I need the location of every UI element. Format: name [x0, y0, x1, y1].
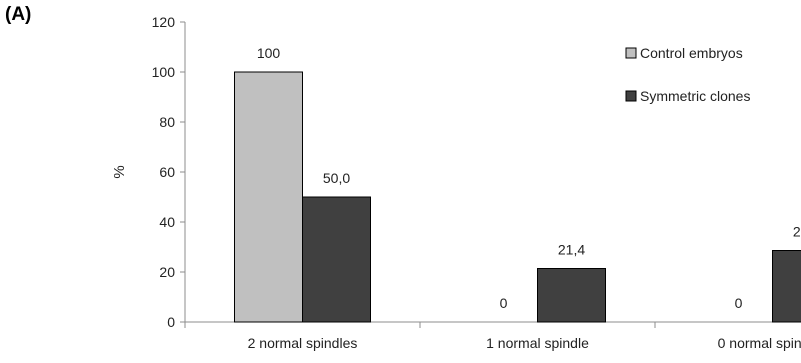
- legend-swatch-control: [625, 47, 637, 59]
- bar-symmetric-2: [772, 250, 801, 323]
- data-label-symmetric-2: 28,6: [793, 224, 801, 240]
- y-tick-label: 120: [152, 14, 176, 30]
- y-tick-label: 20: [159, 264, 175, 280]
- y-axis-title: %: [111, 165, 128, 178]
- y-tick-label: 60: [159, 164, 175, 180]
- data-label-control-1: 0: [500, 295, 508, 311]
- data-label-symmetric-1: 21,4: [558, 242, 585, 258]
- legend-label-symmetric: Symmetric clones: [640, 88, 750, 104]
- data-label-symmetric-0: 50,0: [323, 170, 350, 186]
- bar-control-0: [234, 71, 303, 323]
- legend-swatch-symmetric: [625, 90, 637, 102]
- y-tick-label: 0: [167, 314, 175, 330]
- data-label-control-2: 0: [735, 295, 743, 311]
- panel-label: (A): [5, 4, 32, 25]
- legend-label-control: Control embryos: [640, 45, 743, 61]
- x-category-label: 1 normal spindle: [486, 335, 589, 351]
- y-tick-label: 40: [159, 214, 175, 230]
- x-category-label: 0 normal spindles: [718, 335, 801, 351]
- data-label-control-0: 100: [257, 45, 281, 61]
- y-tick-label: 80: [159, 114, 175, 130]
- y-tick-label: 100: [152, 64, 176, 80]
- bar-symmetric-0: [302, 196, 371, 323]
- bar-symmetric-1: [537, 268, 606, 323]
- x-category-label: 2 normal spindles: [248, 335, 358, 351]
